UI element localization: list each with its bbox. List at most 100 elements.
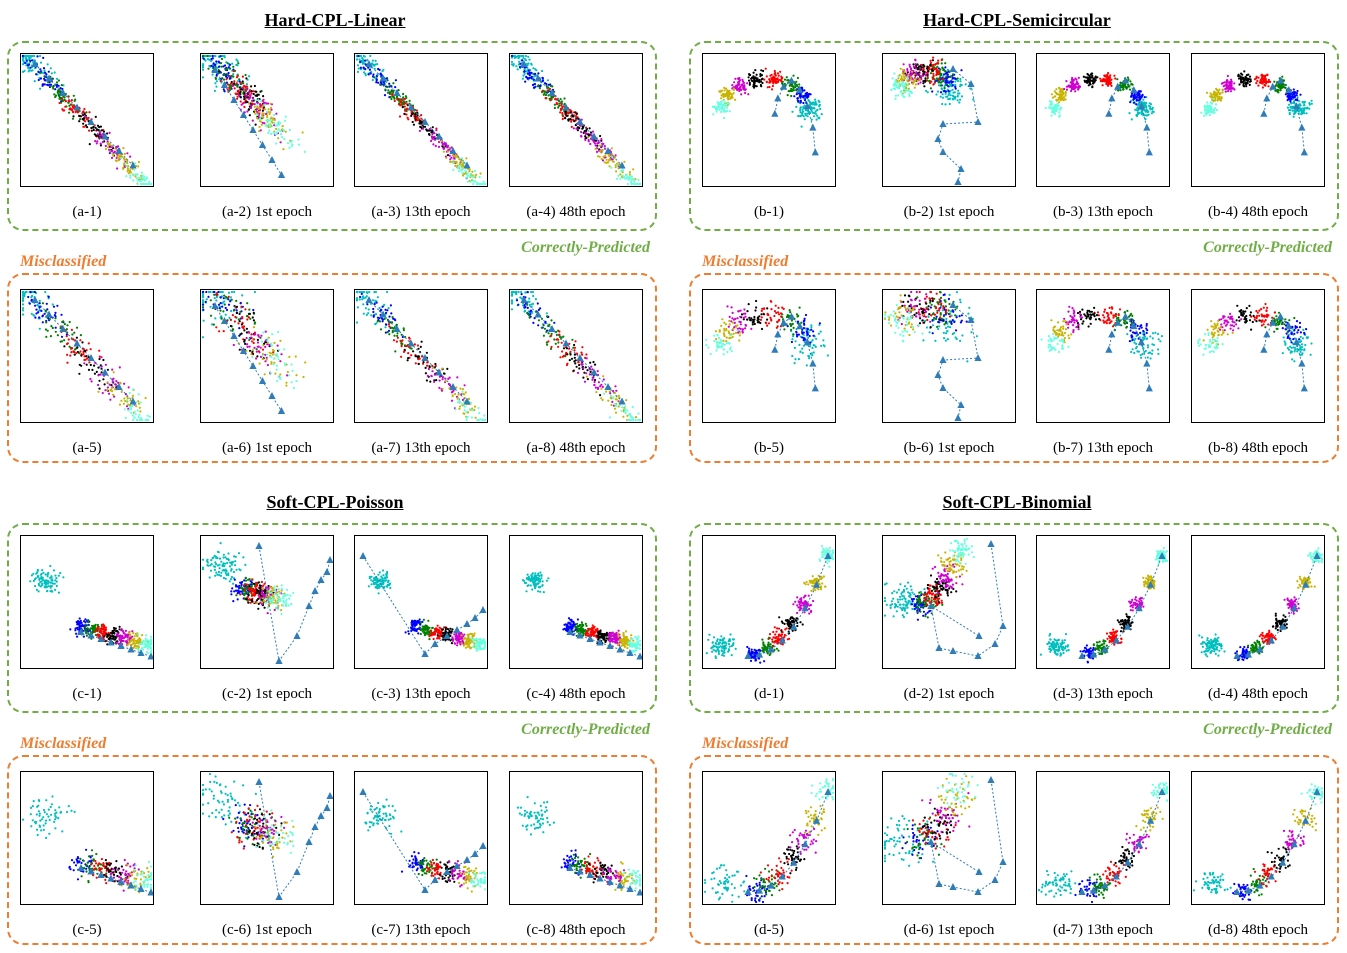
scatter-point	[54, 317, 56, 319]
scatter-point	[146, 183, 148, 185]
scatter-point	[61, 84, 63, 86]
scatter-point	[212, 74, 214, 76]
scatter-point	[94, 140, 96, 142]
scatter-point	[815, 103, 817, 105]
scatter-point	[34, 317, 36, 319]
scatter-point	[797, 97, 799, 99]
scatter-point	[202, 76, 204, 78]
panel-caption: (b-3) 13th epoch	[1023, 203, 1183, 221]
scatter-point	[944, 66, 946, 68]
scatter-point	[221, 58, 223, 60]
scatter-point	[578, 367, 580, 369]
scatter-point	[388, 325, 390, 327]
scatter-point	[236, 98, 238, 100]
scatter-point	[568, 120, 570, 122]
scatter-point	[123, 164, 125, 166]
scatter-point	[48, 71, 50, 73]
scatter-point	[362, 303, 364, 305]
scatter-point	[1151, 108, 1153, 110]
scatter-point	[392, 331, 394, 333]
scatter-point	[273, 114, 275, 116]
scatter-point	[302, 376, 304, 378]
scatter-point	[262, 358, 264, 360]
scatter-point	[126, 399, 128, 401]
scatter-point	[627, 176, 629, 178]
scatter-point	[46, 303, 48, 305]
scatter-point	[1138, 112, 1140, 114]
scatter-point	[50, 67, 52, 69]
scatter-point	[922, 82, 924, 84]
scatter-point	[419, 130, 421, 132]
scatter-point	[897, 77, 899, 79]
scatter-point	[721, 101, 723, 103]
scatter-point	[286, 374, 288, 376]
scatter-point	[100, 134, 102, 136]
scatter-point	[937, 91, 939, 93]
scatter-point	[384, 94, 386, 96]
scatter-point	[438, 387, 440, 389]
scatter-point	[633, 180, 635, 182]
scatter-point	[511, 63, 513, 65]
scatter-point	[596, 142, 598, 144]
scatter-point	[239, 86, 241, 88]
scatter-point	[615, 170, 617, 172]
scatter-point	[599, 135, 601, 137]
scatter-point	[243, 329, 245, 331]
scatter-point	[88, 369, 90, 371]
scatter-point	[791, 90, 793, 92]
scatter-point	[49, 318, 51, 320]
scatter-point	[145, 397, 147, 399]
scatter-point	[117, 154, 119, 156]
scatter-point	[100, 126, 102, 128]
scatter-point	[537, 72, 539, 74]
scatter-point	[127, 409, 129, 411]
scatter-point	[71, 103, 73, 105]
scatter-point	[800, 111, 802, 113]
panel-caption: (b-2) 1st epoch	[869, 203, 1029, 221]
scatter-point	[897, 81, 899, 83]
scatter-point	[430, 140, 432, 142]
scatter-point	[248, 332, 250, 334]
scatter-point	[586, 376, 588, 378]
scatter-point	[1100, 80, 1102, 82]
scatter-point	[262, 349, 264, 351]
scatter-point	[961, 95, 963, 97]
scatter-point	[429, 366, 431, 368]
scatter-point	[772, 85, 774, 87]
scatter-point	[124, 153, 126, 155]
scatter-point	[797, 115, 799, 117]
scatter-point	[811, 119, 813, 121]
scatter-point	[97, 384, 99, 386]
scatter-point	[1294, 112, 1296, 114]
scatter-point	[524, 304, 526, 306]
scatter-point	[389, 93, 391, 95]
scatter-point	[756, 85, 758, 87]
scatter-point	[906, 68, 908, 70]
scatter-point	[22, 303, 24, 305]
scatter-point	[600, 397, 602, 399]
scatter-point	[396, 335, 398, 337]
scatter-point	[610, 395, 612, 397]
scatter-point	[438, 141, 440, 143]
scatter-point	[130, 412, 132, 414]
scatter-point	[746, 82, 748, 84]
scatter-point	[730, 97, 732, 99]
scatter-point	[1298, 100, 1300, 102]
scatter-point	[97, 374, 99, 376]
prototype-triangle-icon	[1130, 86, 1137, 93]
scatter-point	[132, 414, 134, 416]
scatter-point	[752, 77, 754, 79]
scatter-point	[612, 396, 614, 398]
scatter-point	[372, 60, 374, 62]
panel-caption: (a-3) 13th epoch	[341, 203, 501, 221]
scatter-point	[267, 132, 269, 134]
scatter-point	[43, 67, 45, 69]
scatter-point	[88, 111, 90, 113]
scatter-point	[364, 55, 366, 57]
scatter-point	[724, 104, 726, 106]
scatter-point	[374, 323, 376, 325]
scatter-point	[1066, 89, 1068, 91]
scatter-point	[367, 312, 369, 314]
scatter-point	[231, 291, 233, 293]
scatter-point	[457, 399, 459, 401]
